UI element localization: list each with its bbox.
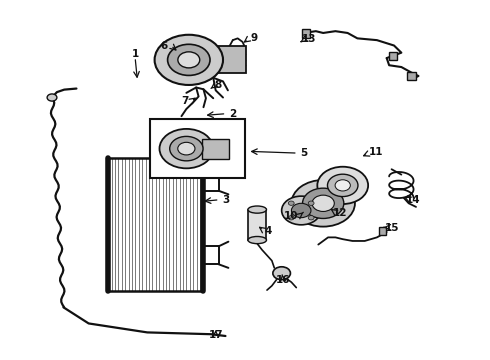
Text: 13: 13 <box>302 34 317 44</box>
Text: 17: 17 <box>208 330 223 340</box>
Circle shape <box>318 167 368 204</box>
Circle shape <box>292 203 311 218</box>
Text: 12: 12 <box>333 208 347 218</box>
Circle shape <box>288 201 294 205</box>
Circle shape <box>159 129 213 168</box>
Bar <box>108 158 203 291</box>
Bar <box>379 226 386 234</box>
Bar <box>302 29 310 38</box>
Circle shape <box>312 195 334 211</box>
Circle shape <box>308 201 314 205</box>
Circle shape <box>335 180 350 191</box>
Text: 3: 3 <box>222 195 229 205</box>
Bar <box>209 46 246 73</box>
Circle shape <box>155 35 223 85</box>
Text: 10: 10 <box>284 211 299 221</box>
Text: 15: 15 <box>384 224 399 233</box>
Circle shape <box>273 267 291 280</box>
Ellipse shape <box>248 237 267 244</box>
Bar <box>389 52 397 60</box>
Circle shape <box>288 216 294 220</box>
Text: 5: 5 <box>300 148 307 158</box>
Text: 4: 4 <box>265 226 272 236</box>
Circle shape <box>308 216 314 220</box>
Bar <box>150 119 245 178</box>
Circle shape <box>282 196 321 225</box>
Text: 2: 2 <box>229 109 236 119</box>
Text: 16: 16 <box>276 275 291 285</box>
Circle shape <box>178 52 200 68</box>
Circle shape <box>178 142 195 155</box>
Text: 8: 8 <box>215 80 222 90</box>
Circle shape <box>168 44 210 76</box>
Text: 11: 11 <box>368 147 383 157</box>
Bar <box>407 72 416 80</box>
Circle shape <box>170 136 203 161</box>
Bar <box>248 210 267 240</box>
Bar <box>202 139 229 159</box>
Text: 7: 7 <box>182 96 189 106</box>
Text: 1: 1 <box>131 49 139 59</box>
Ellipse shape <box>248 206 267 213</box>
Circle shape <box>292 180 355 226</box>
Text: 9: 9 <box>250 33 257 43</box>
Text: 14: 14 <box>406 195 421 205</box>
Circle shape <box>47 94 57 101</box>
Text: 6: 6 <box>161 41 168 50</box>
Circle shape <box>327 174 358 197</box>
Circle shape <box>302 188 344 219</box>
